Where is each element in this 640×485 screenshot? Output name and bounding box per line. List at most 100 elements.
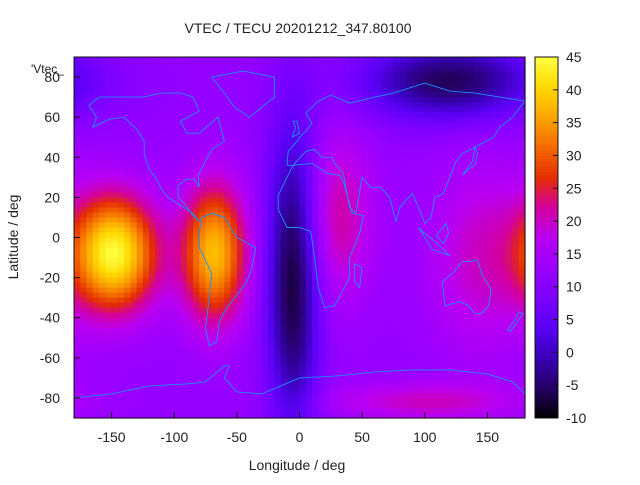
heatmap-cell [418,332,426,339]
heatmap-cell [255,242,263,249]
heatmap-cell [474,267,482,274]
heatmap-cell [412,232,420,239]
heatmap-cell [174,202,182,209]
heatmap-cell [161,92,169,98]
heatmap-cell [330,132,338,138]
heatmap-cell [293,367,301,374]
heatmap-cell [349,222,357,229]
heatmap-cell [343,142,351,148]
heatmap-cell [186,347,194,354]
heatmap-cell [274,307,282,314]
heatmap-cell [412,202,420,209]
heatmap-cell [368,217,376,224]
heatmap-cell [493,332,501,339]
heatmap-cell [86,162,94,168]
heatmap-cell [174,72,182,78]
heatmap-cell [387,147,395,153]
heatmap-cell [218,312,225,319]
heatmap-cell [324,197,332,203]
heatmap-cell [387,382,395,389]
heatmap-cell [211,227,219,234]
heatmap-cell [330,252,338,259]
heatmap-cell [418,57,426,63]
heatmap-cell [261,137,269,143]
heatmap-cell [230,262,238,269]
heatmap-cell [255,362,263,369]
heatmap-cell [199,72,207,78]
heatmap-cell [261,262,269,269]
heatmap-cell [199,167,207,173]
heatmap-cell [312,227,319,234]
heatmap-cell [236,82,244,88]
heatmap-cell [218,232,225,239]
heatmap-cell [236,137,244,143]
heatmap-cell [167,372,175,379]
heatmap-cell [418,382,426,389]
heatmap-cell [286,397,294,404]
heatmap-cell [224,167,232,173]
heatmap-cell [405,217,413,224]
heatmap-cell [111,292,119,299]
heatmap-cell [186,387,194,394]
heatmap-cell [236,312,244,319]
heatmap-cell [149,397,157,404]
heatmap-cell [130,67,138,73]
heatmap-cell [393,122,401,128]
heatmap-cell [374,212,382,219]
heatmap-cell [412,332,420,339]
heatmap-cell [136,102,144,108]
heatmap-cell [418,372,426,379]
heatmap-cell [506,127,514,133]
heatmap-cell [368,107,376,113]
heatmap-cell [355,122,363,128]
heatmap-cell [506,107,514,113]
heatmap-cell [481,382,489,389]
heatmap-cell [512,82,520,88]
heatmap-cell [255,252,263,259]
heatmap-cell [249,372,257,379]
heatmap-cell [186,227,194,234]
heatmap-cell [449,112,457,118]
heatmap-cell [380,252,388,259]
heatmap-cell [136,382,144,389]
heatmap-cell [80,397,88,404]
heatmap-cell [337,77,344,83]
heatmap-cell [337,212,344,219]
heatmap-cell [487,282,495,289]
heatmap-cell [437,267,445,274]
heatmap-cell [218,392,225,399]
heatmap-cell [456,212,463,219]
heatmap-cell [243,282,250,289]
heatmap-cell [186,247,194,254]
heatmap-cell [512,352,520,359]
heatmap-cell [249,157,257,163]
heatmap-cell [130,317,138,324]
heatmap-cell [255,217,263,224]
heatmap-cell [324,342,332,349]
heatmap-cell [249,222,257,229]
heatmap-cell [337,117,344,123]
heatmap-cell [299,377,307,384]
heatmap-cell [380,352,388,359]
heatmap-cell [180,107,188,113]
heatmap-cell [362,217,369,224]
heatmap-cell [286,122,294,128]
heatmap-cell [374,127,382,133]
heatmap-cell [130,322,138,329]
heatmap-cell [462,142,470,148]
heatmap-cell [437,142,445,148]
heatmap-cell [92,242,100,249]
heatmap-cell [330,187,338,193]
heatmap-cell [111,272,119,279]
heatmap-cell [343,272,351,279]
heatmap-cell [274,207,282,214]
heatmap-cell [424,377,432,384]
heatmap-cell [324,217,332,224]
heatmap-cell [92,322,100,329]
heatmap-cell [136,337,144,344]
heatmap-cell [368,192,376,198]
heatmap-cell [130,72,138,78]
heatmap-cell [518,377,526,384]
heatmap-cell [299,202,307,209]
heatmap-cell [481,362,489,369]
